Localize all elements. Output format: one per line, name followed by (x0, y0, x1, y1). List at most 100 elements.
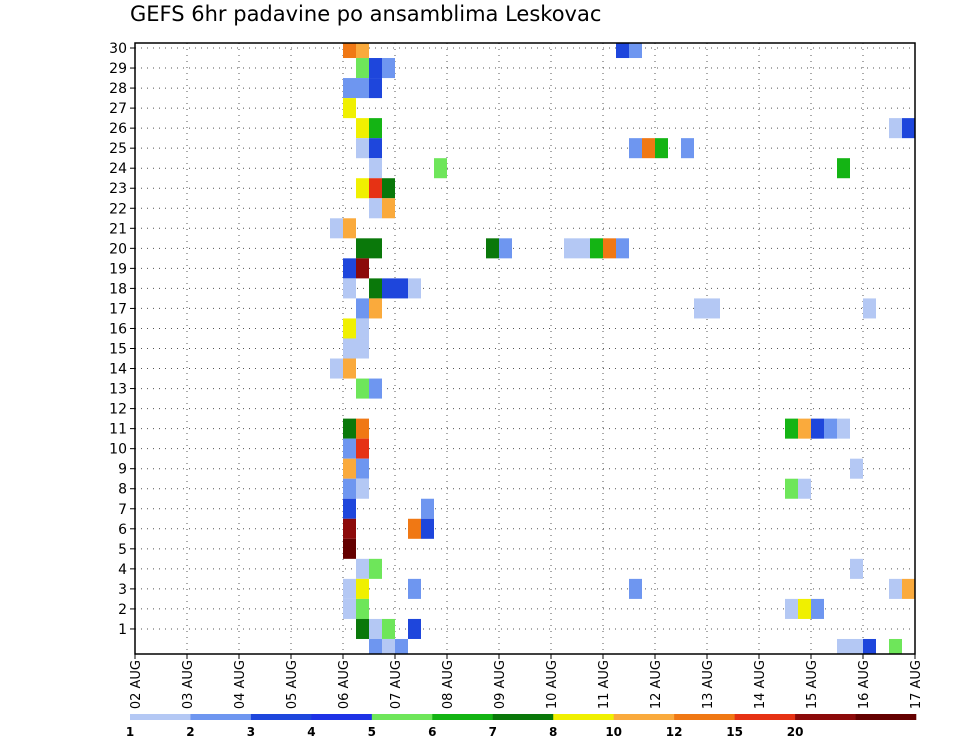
heatmap-cell (356, 118, 369, 139)
heatmap-cell (369, 238, 382, 259)
heatmap-cell (356, 378, 369, 399)
heatmap-cell (616, 238, 629, 259)
heatmap-cell (681, 138, 694, 159)
heatmap-cell (343, 338, 356, 359)
heatmap-cell (369, 138, 382, 159)
heatmap-cell (382, 618, 395, 639)
heatmap-cell (850, 558, 863, 579)
heatmap-cell (642, 138, 655, 159)
heatmap-cell (629, 43, 642, 59)
heatmap-cell (421, 518, 434, 539)
heatmap-cell (889, 118, 902, 139)
heatmap-cell (369, 178, 382, 199)
heatmap-cell (343, 578, 356, 599)
heatmap-cell (356, 258, 369, 279)
y-tick-label: 6 (118, 522, 127, 538)
y-tick-label: 24 (109, 161, 127, 177)
heatmap-cell (356, 418, 369, 439)
colorbar-label: 2 (186, 725, 194, 739)
heatmap-cell (655, 138, 668, 159)
heatmap-cell (369, 638, 382, 654)
heatmap-cell (369, 618, 382, 639)
heatmap-cell (863, 638, 876, 654)
colorbar-swatch (371, 714, 433, 720)
heatmap-cell (356, 78, 369, 99)
x-tick-label: 15 AUG (805, 660, 820, 709)
y-tick-label: 5 (118, 542, 127, 558)
colorbar-swatch (190, 714, 252, 720)
heatmap-cell (798, 418, 811, 439)
heatmap-cell (369, 198, 382, 219)
heatmap-cell (369, 298, 382, 319)
x-tick-label: 16 AUG (857, 660, 872, 709)
heatmap-cell (382, 278, 395, 299)
heatmap-cell (343, 278, 356, 299)
heatmap-cell (330, 218, 343, 239)
heatmap-cell (343, 498, 356, 519)
heatmap-cell (889, 638, 902, 654)
y-tick-label: 23 (109, 181, 127, 197)
colorbar-swatch (734, 714, 796, 720)
colorbar-swatch (492, 714, 554, 720)
heatmap-cell (356, 338, 369, 359)
y-tick-label: 25 (109, 141, 127, 157)
colorbar-label: 6 (428, 725, 436, 739)
heatmap-cell (356, 58, 369, 79)
x-tick-label: 12 AUG (649, 660, 664, 709)
y-tick-label: 20 (109, 241, 127, 257)
colorbar-label: 4 (307, 725, 315, 739)
y-tick-label: 13 (109, 382, 127, 398)
x-axis: 02 AUG 03 AUG 04 AUG 05 AUG 06 AUG 07 AUG 08 A… (129, 654, 924, 709)
y-tick-label: 2 (118, 602, 127, 618)
heatmap-cell (343, 43, 356, 59)
heatmap-cell (356, 618, 369, 639)
y-tick-label: 12 (109, 402, 127, 418)
heatmap-cell (356, 318, 369, 339)
heatmap-cell (343, 598, 356, 619)
heatmap-cell (356, 558, 369, 579)
heatmap-cell (694, 298, 707, 319)
colorbar-swatch (432, 714, 494, 720)
y-tick-label: 16 (109, 321, 127, 337)
heatmap-cell (369, 118, 382, 139)
heatmap-cell (369, 78, 382, 99)
heatmap-cell (902, 118, 915, 139)
heatmap-cell (408, 618, 421, 639)
x-tick-label: 04 AUG (233, 660, 248, 709)
heatmap-cell (382, 58, 395, 79)
heatmap-cell (707, 298, 720, 319)
y-tick-label: 27 (109, 101, 127, 117)
colorbar-label: 10 (605, 725, 622, 739)
colorbar-swatch (613, 714, 675, 720)
heatmap-cell (356, 138, 369, 159)
x-tick-label: 08 AUG (441, 660, 456, 709)
colorbar-swatch (130, 714, 191, 720)
heatmap-cell (629, 138, 642, 159)
x-tick-label: 03 AUG (181, 660, 196, 709)
heatmap-cell (343, 218, 356, 239)
y-tick-label: 28 (109, 81, 127, 97)
y-tick-label: 15 (109, 342, 127, 358)
heatmap-cell (343, 98, 356, 119)
heatmap-cell (837, 638, 850, 654)
y-tick-label: 26 (109, 121, 127, 137)
y-tick-label: 18 (109, 281, 127, 297)
heatmap-cell (343, 358, 356, 379)
heatmap-cell (577, 238, 590, 259)
heatmap-cell (811, 418, 824, 439)
heatmap-cell (343, 418, 356, 439)
grid-lines (134, 43, 916, 654)
chart-title: GEFS 6hr padavine po ansamblima Leskovac (130, 2, 602, 26)
heatmap-cell (356, 238, 369, 259)
x-tick-label: 07 AUG (389, 660, 404, 709)
y-tick-label: 4 (118, 562, 127, 578)
heatmap-cell (343, 458, 356, 479)
heatmap-cell (863, 298, 876, 319)
heatmap-cell (369, 158, 382, 179)
colorbar-label: 20 (787, 725, 804, 739)
heatmap-cell (343, 518, 356, 539)
heatmap-cell (408, 278, 421, 299)
heatmap-cell (850, 458, 863, 479)
heatmap-cells (330, 43, 915, 654)
x-tick-label: 14 AUG (753, 660, 768, 709)
